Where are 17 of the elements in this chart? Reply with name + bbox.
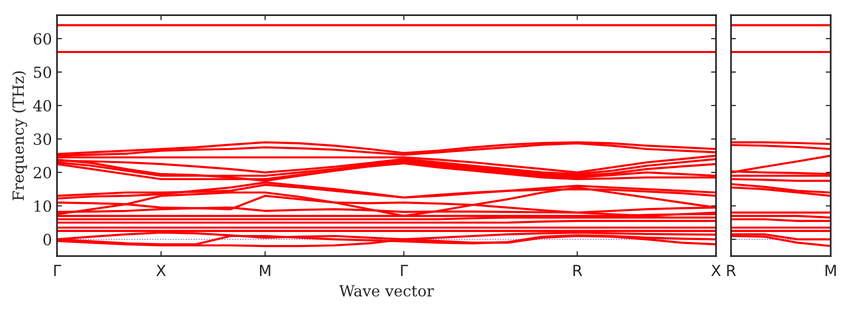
x-axis-title: Wave vector — [339, 285, 434, 297]
y-tick-label: 0 — [43, 234, 52, 246]
x-tick-label: X — [711, 264, 721, 276]
y-tick-label: 30 — [34, 133, 52, 145]
x-tick-label: M — [260, 264, 270, 276]
x-tick-label: Γ — [54, 264, 62, 276]
x-tick-label: X — [156, 264, 166, 276]
y-tick-label: 20 — [34, 166, 52, 178]
y-tick-label: 40 — [33, 100, 52, 112]
y-tick-label: 60 — [34, 33, 52, 45]
y-axis-title: Frequency (THz) — [12, 71, 28, 200]
y-tick-label: 50 — [34, 66, 52, 78]
x-tick-label: Γ — [401, 264, 408, 276]
x-tick-label: R — [727, 264, 736, 276]
x-tick-label: M — [826, 264, 836, 276]
y-tick-label: 10 — [34, 200, 52, 212]
x-tick-label: R — [573, 264, 582, 276]
